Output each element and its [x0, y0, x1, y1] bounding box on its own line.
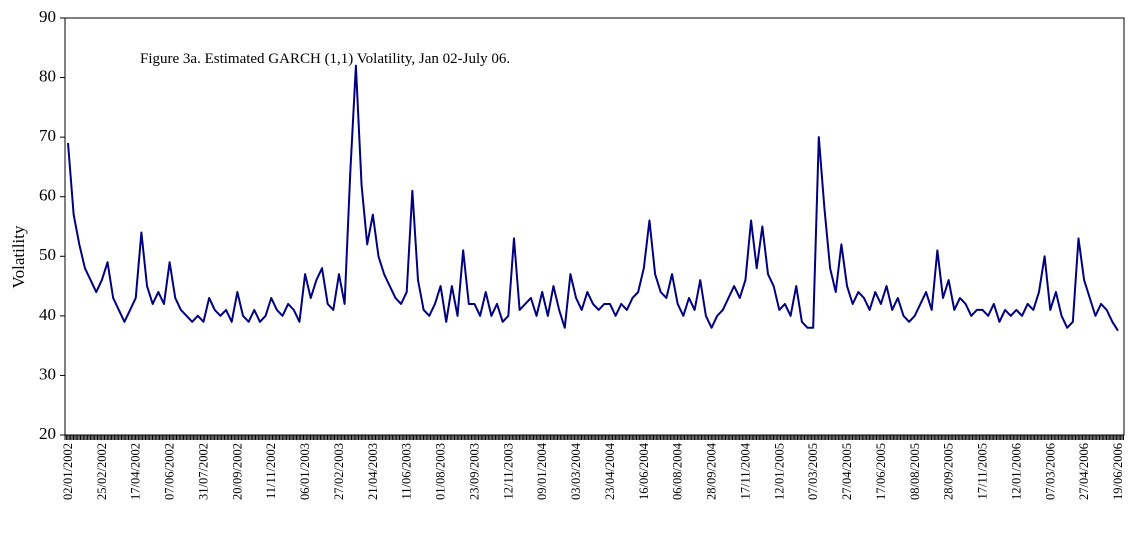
x-tick-label: 12/01/2006	[1009, 443, 1023, 500]
x-tick-label: 31/07/2002	[196, 443, 210, 500]
x-tick-label: 21/04/2003	[366, 443, 380, 500]
x-tick-label: 07/03/2006	[1043, 443, 1057, 500]
x-tick-label: 25/02/2002	[95, 443, 109, 500]
x-tick-label: 27/02/2003	[332, 443, 346, 500]
y-tick-label: 50	[39, 245, 56, 264]
y-tick-label: 80	[39, 66, 56, 85]
x-tick-label: 06/08/2004	[671, 442, 685, 500]
x-tick-label: 08/08/2005	[908, 443, 922, 500]
x-tick-label: 28/09/2004	[705, 442, 719, 500]
x-tick-label: 09/01/2004	[535, 442, 549, 500]
y-tick-label: 60	[39, 186, 56, 205]
x-tick-label: 12/01/2005	[772, 443, 786, 500]
x-tick-label: 17/06/2005	[874, 443, 888, 500]
x-tick-label: 07/03/2005	[806, 443, 820, 500]
y-tick-label: 70	[39, 126, 56, 145]
x-tick-label: 02/01/2002	[61, 443, 75, 500]
x-tick-label: 17/11/2005	[976, 443, 990, 499]
x-tick-label: 23/09/2003	[467, 443, 481, 500]
x-tick-label: 17/04/2002	[129, 443, 143, 500]
x-tick-label: 27/04/2005	[840, 443, 854, 500]
x-tick-label: 11/11/2002	[264, 443, 278, 499]
y-axis-label: Volatility	[9, 225, 28, 288]
x-tick-label: 23/04/2004	[603, 442, 617, 500]
y-tick-label: 40	[39, 305, 56, 324]
x-tick-label: 28/09/2005	[942, 443, 956, 500]
y-tick-label: 90	[39, 7, 56, 26]
x-tick-label: 17/11/2004	[738, 442, 752, 499]
y-tick-label: 30	[39, 364, 56, 383]
x-tick-label: 19/06/2006	[1111, 443, 1125, 500]
x-tick-label: 03/03/2004	[569, 442, 583, 500]
x-tick-label: 20/09/2002	[230, 443, 244, 500]
plot-frame	[64, 17, 1125, 436]
x-tick-label: 16/06/2004	[637, 442, 651, 500]
x-tick-label: 12/11/2003	[501, 443, 515, 499]
x-tick-label: 11/06/2003	[400, 443, 414, 499]
chart-title: Figure 3a. Estimated GARCH (1,1) Volatil…	[140, 51, 510, 67]
data-line	[67, 64, 1119, 332]
x-tick-label: 06/01/2003	[298, 443, 312, 500]
x-tick-label: 07/06/2002	[163, 443, 177, 500]
y-tick-label: 20	[39, 424, 56, 443]
x-tick-label: 01/08/2003	[434, 443, 448, 500]
x-tick-label: 27/04/2006	[1077, 443, 1091, 500]
